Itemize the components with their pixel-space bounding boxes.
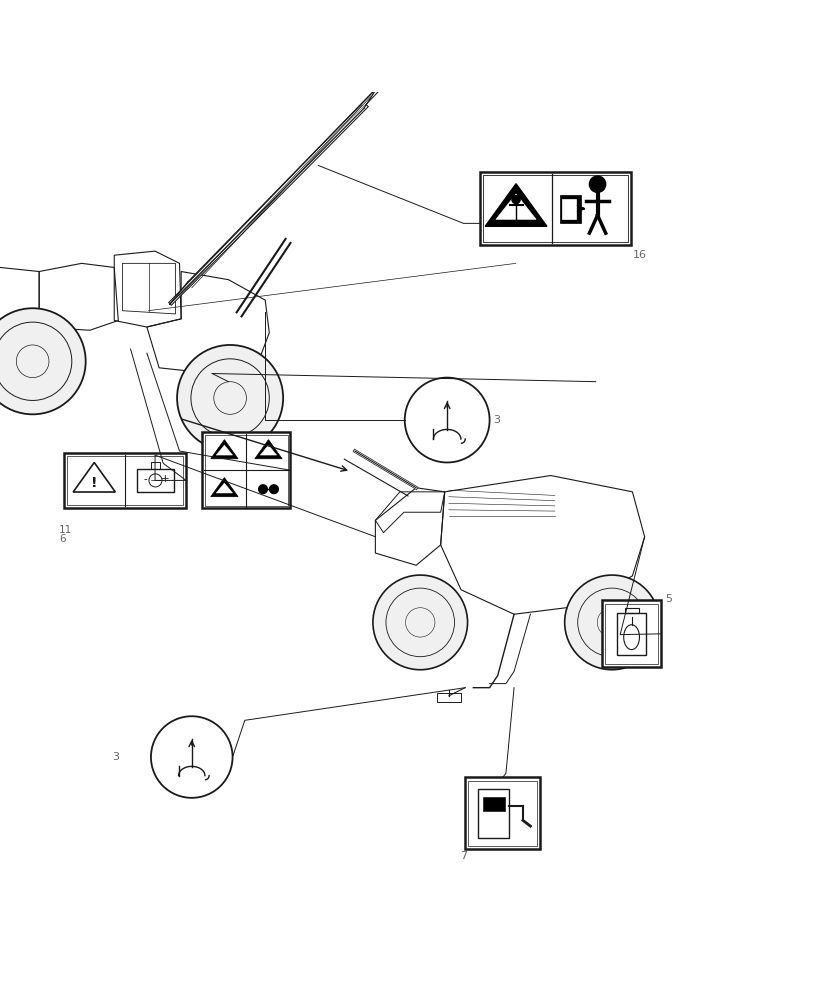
Text: +: + (162, 474, 170, 484)
Bar (605, 604, 658, 664)
Polygon shape (216, 483, 233, 493)
Circle shape (259, 485, 268, 494)
Bar (478, 789, 509, 838)
Polygon shape (211, 478, 238, 497)
Bar (437, 693, 461, 702)
Circle shape (373, 575, 468, 670)
Bar (602, 600, 661, 667)
Bar (560, 195, 581, 223)
Bar (562, 199, 576, 219)
Bar (150, 462, 160, 469)
Text: 5: 5 (665, 594, 672, 604)
Polygon shape (216, 445, 233, 455)
Polygon shape (486, 184, 547, 226)
Text: 3: 3 (113, 752, 120, 762)
Text: !: ! (91, 476, 97, 490)
Text: 3: 3 (494, 415, 501, 425)
Circle shape (0, 308, 86, 414)
Text: -: - (144, 474, 147, 484)
Bar (468, 781, 537, 846)
Circle shape (565, 575, 659, 670)
Bar (618, 613, 645, 655)
Text: 7: 7 (460, 851, 468, 861)
Text: 11: 11 (59, 525, 72, 535)
Bar (137, 469, 174, 492)
Circle shape (177, 345, 283, 451)
Bar (202, 432, 290, 508)
Bar (483, 175, 628, 242)
Circle shape (151, 716, 233, 798)
Polygon shape (255, 440, 282, 459)
Circle shape (269, 485, 278, 494)
Polygon shape (260, 445, 277, 455)
Bar (480, 172, 631, 245)
Bar (482, 797, 504, 811)
Circle shape (512, 195, 520, 204)
Bar (624, 608, 639, 613)
Bar (205, 435, 288, 506)
Bar (465, 777, 540, 849)
Circle shape (405, 378, 490, 462)
Circle shape (589, 176, 605, 192)
Bar (67, 456, 183, 505)
Text: 6: 6 (59, 534, 65, 544)
Text: 16: 16 (632, 250, 646, 260)
Polygon shape (211, 440, 238, 459)
Polygon shape (496, 194, 536, 219)
Bar (64, 453, 186, 508)
